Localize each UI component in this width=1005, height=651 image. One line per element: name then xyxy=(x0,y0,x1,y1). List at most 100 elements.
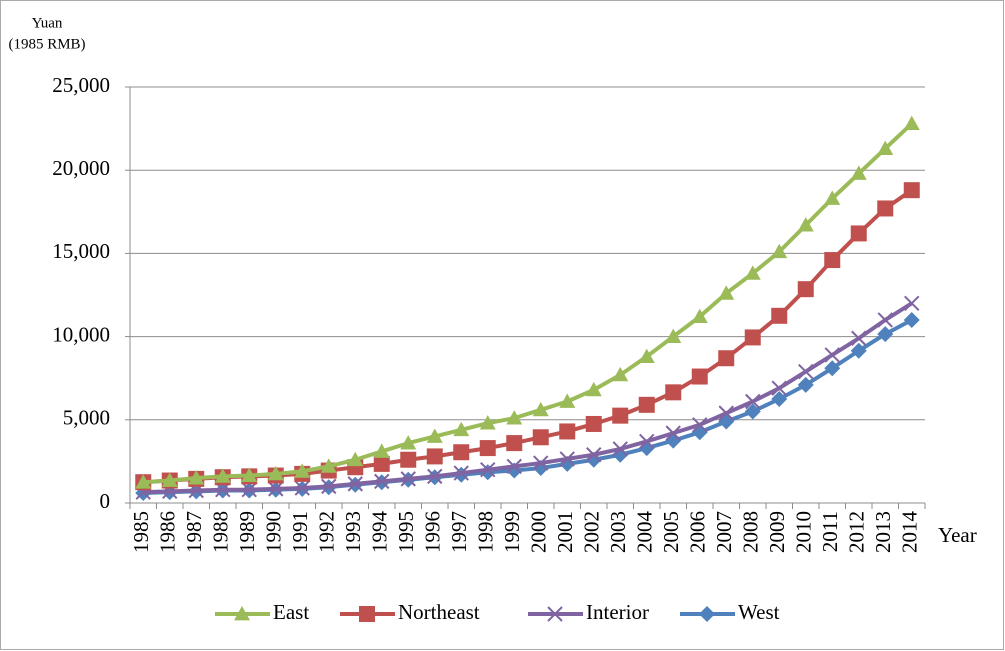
x-tick-label: 2005 xyxy=(659,511,683,553)
legend-label: Northeast xyxy=(398,600,480,624)
marker xyxy=(824,347,840,363)
marker xyxy=(373,443,390,458)
x-tick-label: 2014 xyxy=(898,511,922,554)
marker xyxy=(453,444,470,461)
marker xyxy=(638,396,655,413)
x-tick-label: 2008 xyxy=(739,511,763,553)
x-tick-label: 2006 xyxy=(686,511,710,553)
y-tick-label: 20,000 xyxy=(52,156,110,180)
marker xyxy=(585,415,602,432)
legend-label: West xyxy=(738,600,780,624)
marker xyxy=(135,474,152,489)
x-tick-label: 1990 xyxy=(262,511,286,553)
x-tick-label: 1985 xyxy=(129,511,153,553)
x-tick-label: 2009 xyxy=(765,511,789,553)
marker xyxy=(851,330,867,346)
marker xyxy=(903,311,920,328)
marker xyxy=(877,312,893,328)
marker xyxy=(771,307,788,324)
marker xyxy=(559,393,576,408)
marker xyxy=(877,140,894,155)
marker xyxy=(241,467,258,482)
marker xyxy=(533,455,549,471)
marker xyxy=(453,465,469,481)
marker xyxy=(241,481,257,498)
marker xyxy=(612,441,628,457)
marker xyxy=(479,415,496,430)
x-tick-label: 2001 xyxy=(553,511,577,553)
marker xyxy=(612,407,629,424)
marker xyxy=(699,606,715,622)
y-tick-label: 5,000 xyxy=(63,406,110,430)
marker xyxy=(347,476,363,492)
marker xyxy=(718,350,735,367)
marker xyxy=(877,326,894,343)
marker xyxy=(426,428,443,443)
marker xyxy=(665,328,682,343)
marker xyxy=(400,471,416,487)
x-tick-label: 1999 xyxy=(500,511,524,553)
marker xyxy=(479,440,496,457)
marker xyxy=(903,182,920,199)
y-tick-label: 15,000 xyxy=(52,239,110,263)
marker xyxy=(771,243,788,259)
marker xyxy=(797,281,814,298)
legend-label: East xyxy=(273,600,309,624)
y-tick-label: 25,000 xyxy=(52,73,110,97)
marker xyxy=(267,465,284,481)
x-axis-label: Year xyxy=(938,523,977,547)
marker xyxy=(771,380,787,396)
x-tick-label: 2010 xyxy=(792,511,816,553)
marker xyxy=(559,423,576,440)
x-tick-label: 1994 xyxy=(368,511,392,554)
marker xyxy=(850,165,867,180)
marker xyxy=(691,368,708,385)
x-tick-label: 2007 xyxy=(712,511,736,553)
marker xyxy=(798,363,814,380)
marker xyxy=(506,410,523,425)
y-axis-label: Yuan xyxy=(32,15,63,31)
marker xyxy=(771,391,788,407)
marker xyxy=(877,200,894,217)
x-tick-label: 1989 xyxy=(235,511,259,553)
marker xyxy=(850,225,867,242)
marker xyxy=(373,455,390,472)
x-tick-label: 2013 xyxy=(871,511,895,553)
x-tick-label: 1995 xyxy=(394,511,418,553)
marker xyxy=(744,265,761,280)
marker xyxy=(532,429,549,446)
legend: East Northeast Interior West xyxy=(215,600,780,624)
marker xyxy=(638,348,655,363)
y-tick-label: 0 xyxy=(100,489,111,513)
x-tick-label: 1987 xyxy=(182,511,206,553)
marker xyxy=(824,252,841,269)
x-tick-label: 1996 xyxy=(421,511,445,553)
marker xyxy=(797,376,814,393)
marker xyxy=(691,308,708,324)
marker xyxy=(612,366,629,382)
marker xyxy=(745,393,761,410)
marker xyxy=(850,342,867,359)
x-tick-label: 1997 xyxy=(447,511,471,553)
marker xyxy=(506,435,523,452)
marker xyxy=(359,606,375,622)
marker xyxy=(294,480,310,496)
x-tick-label: 1991 xyxy=(288,511,312,553)
x-tick-label: 2004 xyxy=(633,511,657,554)
marker xyxy=(904,295,920,312)
marker xyxy=(585,381,602,397)
marker xyxy=(665,425,681,441)
marker xyxy=(506,458,522,475)
x-tick-label: 2011 xyxy=(818,511,842,552)
marker xyxy=(559,451,575,467)
y-axis-label: (1985 RMB) xyxy=(8,36,85,52)
y-tick-label: 10,000 xyxy=(52,322,110,346)
marker xyxy=(294,463,311,478)
marker xyxy=(824,190,841,205)
marker xyxy=(824,360,841,377)
x-tick-label: 1993 xyxy=(341,511,365,553)
marker xyxy=(427,468,443,485)
marker xyxy=(400,451,417,468)
